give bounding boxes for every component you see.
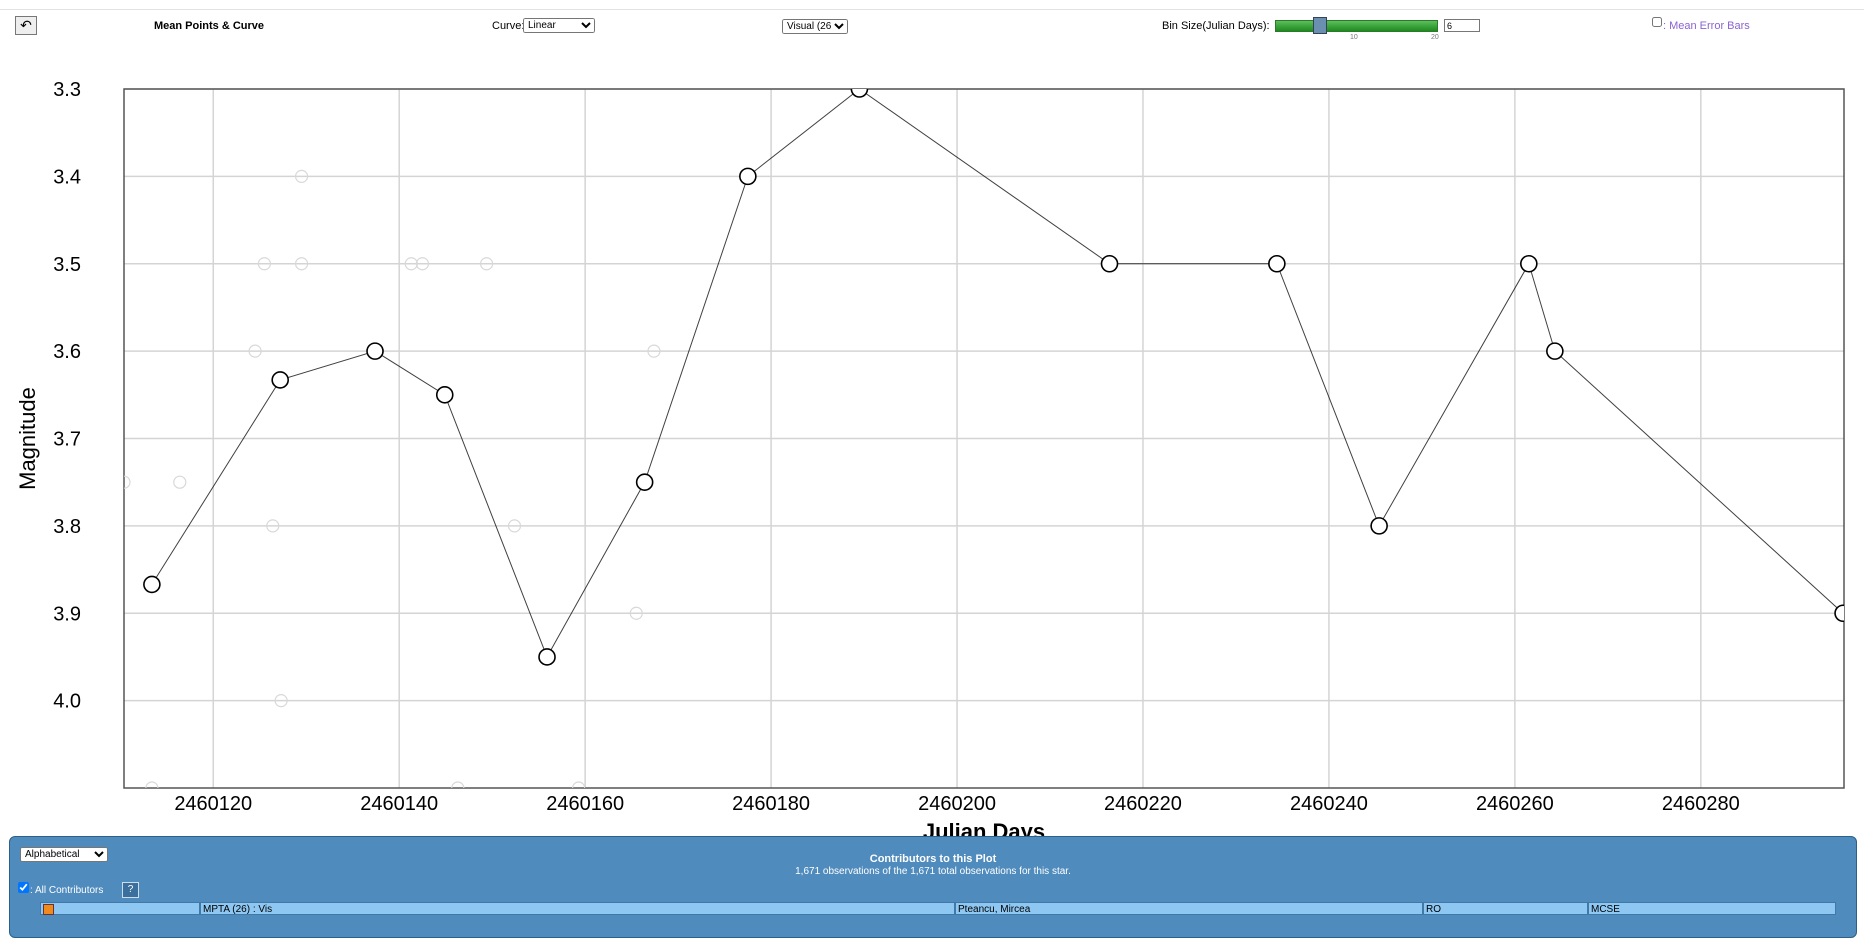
- observation-point: [507, 519, 522, 533]
- x-axis-title: Julian Days: [923, 819, 1045, 836]
- error-bars-checkbox[interactable]: [1652, 17, 1662, 27]
- color-swatch[interactable]: [43, 904, 54, 915]
- mean-point: [739, 167, 757, 186]
- sort-select[interactable]: Alphabetical: [20, 847, 108, 862]
- mean-curve: [151, 89, 1844, 659]
- mean-point: [366, 342, 384, 360]
- observation-point: [404, 257, 418, 271]
- mean-point: [1100, 254, 1119, 273]
- mean-point: [850, 89, 869, 98]
- bin-input[interactable]: [1444, 19, 1480, 32]
- x-tick-label: 2460280: [1662, 793, 1740, 815]
- y-tick-label: 3.5: [53, 254, 81, 276]
- all-checkbox[interactable]: [18, 882, 29, 893]
- row-cell: MPTA (26) : Vis: [200, 902, 955, 915]
- mean-point: [635, 473, 654, 491]
- observation-point: [145, 781, 159, 788]
- observation-point: [124, 475, 131, 489]
- row-cell: MCSE: [1588, 902, 1836, 915]
- x-tick-label: 2460140: [360, 793, 438, 815]
- y-axis-title: Magnitude: [15, 387, 40, 490]
- y-tick-label: 3.7: [53, 429, 81, 451]
- x-tick-label: 2460260: [1476, 793, 1554, 815]
- row-cell: RO: [1423, 902, 1588, 915]
- chart: 3.3 3.4 3.5 3.6 3.7 3.8 3.9 4.0 2460120 2460140 24…: [15, 79, 1845, 836]
- y-tick-label: 3.6: [53, 341, 81, 363]
- row-cell: Pteancu, Mircea: [955, 902, 1423, 915]
- mean-point: [435, 386, 454, 404]
- observation-point: [647, 344, 661, 358]
- x-tick-label: 2460120: [174, 793, 252, 815]
- observation-point: [479, 257, 494, 271]
- mean-point: [1268, 254, 1286, 273]
- y-tick-label: 3.3: [53, 79, 81, 101]
- observation-point: [248, 344, 262, 358]
- top-rule: [0, 9, 1864, 10]
- x-tick-label: 2460200: [918, 793, 996, 815]
- error-bars-label[interactable]: : Mean Error Bars: [1663, 20, 1750, 32]
- y-tick-label: 3.4: [53, 166, 81, 188]
- mean-point: [1546, 342, 1564, 360]
- observation-point: [266, 519, 280, 533]
- mean-point: [1370, 517, 1388, 535]
- y-tick-label: 3.8: [53, 516, 81, 538]
- y-tick-label: 3.9: [53, 603, 81, 625]
- contributors-panel: Alphabetical Contributors to this Plot 1…: [9, 836, 1857, 938]
- contributor-rows: MPTA (26) : Vis Pteancu, Mircea RO MCSE: [40, 902, 1836, 916]
- mean-point: [271, 371, 289, 389]
- observation-point: [274, 694, 288, 708]
- observation-point: [451, 781, 465, 788]
- observation-point: [294, 169, 309, 183]
- x-tick-label: 2460160: [546, 793, 624, 815]
- curve-label: Curve:: [492, 20, 525, 32]
- mean-point: [1520, 254, 1538, 273]
- slider-tick: 10: [1350, 34, 1358, 41]
- observation-point: [572, 781, 586, 788]
- all-label: : All Contributors: [30, 885, 104, 896]
- curve-select[interactable]: Linear: [523, 18, 595, 33]
- observation-point: [294, 257, 309, 271]
- slider-tick: 20: [1431, 34, 1439, 41]
- observation-point: [629, 606, 643, 620]
- x-tick-label: 2460180: [732, 793, 810, 815]
- row-swatch: [40, 902, 200, 915]
- bin-label: Bin Size(Julian Days):: [1162, 20, 1270, 32]
- mean-point: [143, 575, 161, 594]
- plot-frame: [123, 88, 1845, 789]
- help-button[interactable]: ?: [122, 882, 139, 898]
- y-tick-label: 4.0: [53, 691, 81, 713]
- observation-point: [173, 475, 187, 489]
- back-button[interactable]: ↶: [15, 16, 37, 35]
- mean-point: [538, 648, 556, 666]
- observation-point: [415, 257, 430, 271]
- x-tick-label: 2460240: [1290, 793, 1368, 815]
- contributors-title: Contributors to this Plot: [869, 853, 997, 865]
- plot-area: [124, 89, 1844, 788]
- mode-title: Mean Points & Curve: [154, 20, 265, 32]
- mean-point: [1834, 604, 1844, 623]
- series-select[interactable]: Visual (26): [782, 19, 848, 34]
- x-tick-label: 2460220: [1104, 793, 1182, 815]
- slider-thumb[interactable]: [1313, 17, 1327, 34]
- contributors-summary: 1,671 observations of the 1,671 total ob…: [795, 866, 1071, 877]
- observation-point: [257, 257, 271, 271]
